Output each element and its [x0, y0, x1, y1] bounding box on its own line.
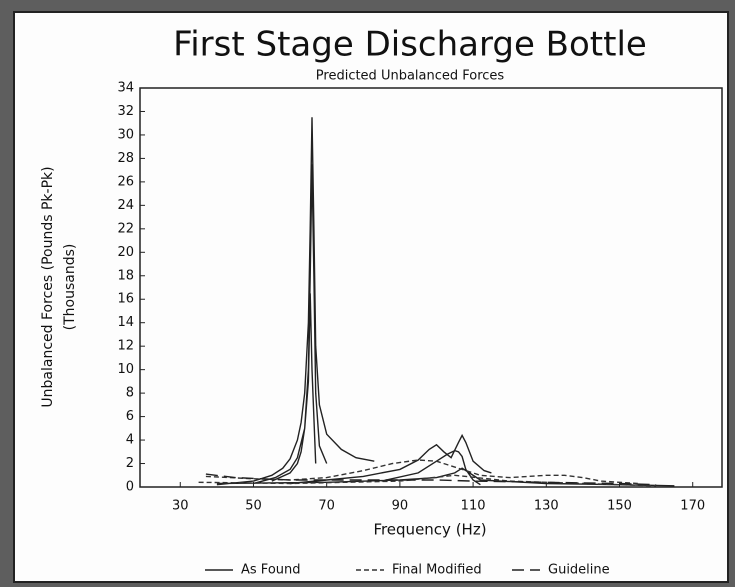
y-tick-label: 18 [117, 268, 134, 283]
y-axis-label: Unbalanced Forces (Pounds Pk-Pk) [40, 166, 56, 407]
y-tick-label: 28 [117, 151, 134, 166]
x-tick-label: 30 [172, 499, 189, 514]
y-tick-label: 26 [117, 174, 134, 189]
line-series [216, 117, 675, 487]
y-tick-label: 2 [126, 456, 134, 471]
legend-label: As Found [241, 563, 301, 578]
x-tick-label: 50 [245, 499, 262, 514]
y-tick-label: 30 [117, 127, 134, 142]
y-tick-label: 16 [117, 292, 134, 307]
y-tick-label: 8 [126, 386, 134, 401]
chart-title: First Stage Discharge Bottle [173, 25, 647, 65]
x-tick-label: 70 [318, 499, 335, 514]
x-tick-label: 90 [392, 499, 409, 514]
x-tick-label: 150 [607, 499, 632, 514]
y-tick-label: 12 [117, 339, 134, 354]
y-tick-label: 22 [117, 221, 134, 236]
y-tick-label: 0 [126, 480, 134, 495]
x-axis-label: Frequency (Hz) [373, 521, 486, 539]
legend-label: Final Modified [392, 563, 482, 578]
y-tick-label: 14 [117, 315, 134, 330]
x-tick-label: 110 [461, 499, 486, 514]
y-tick-label: 20 [117, 245, 134, 260]
chart-subtitle: Predicted Unbalanced Forces [316, 69, 505, 84]
y-axis-label: (Thousands) [62, 244, 78, 331]
y-tick-label: 34 [117, 81, 134, 96]
y-tick-label: 24 [117, 198, 134, 213]
plot-frame [139, 87, 723, 488]
x-tick-label: 130 [534, 499, 559, 514]
x-tick-label: 170 [680, 499, 705, 514]
line-series [198, 459, 657, 487]
legend-label: Guideline [548, 563, 610, 578]
y-tick-label: 32 [117, 104, 134, 119]
y-tick-label: 6 [126, 409, 134, 424]
line-series [205, 473, 657, 486]
y-tick-label: 4 [126, 433, 134, 448]
y-tick-label: 10 [117, 362, 134, 377]
